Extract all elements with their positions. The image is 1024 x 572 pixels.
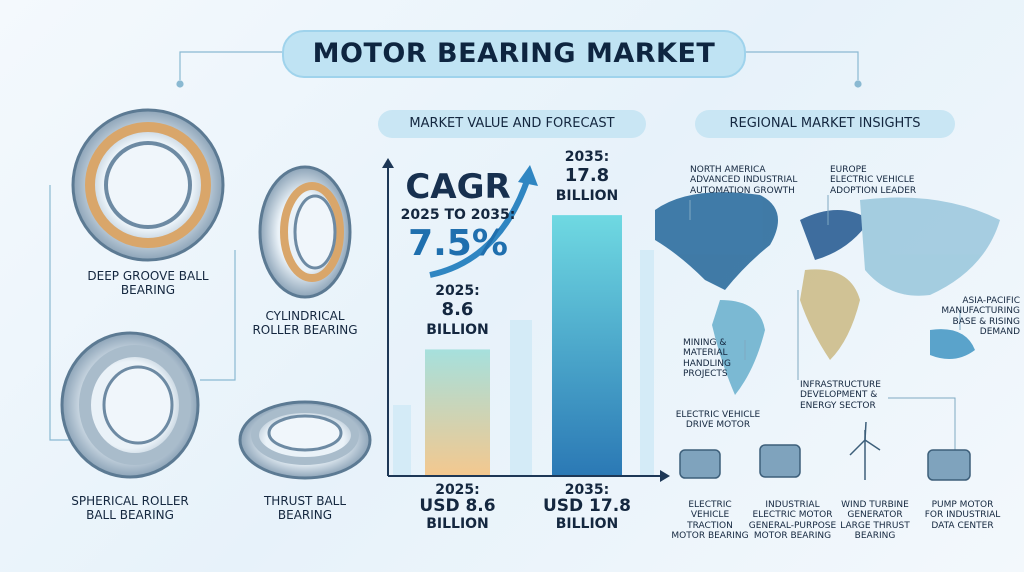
bar [552, 215, 622, 475]
app-note: GENERAL-PURPOSE MOTOR BEARING [748, 520, 837, 542]
region-note: DEVELOPMENT & ENERGY SECTOR [800, 390, 878, 411]
application: PUMP MOTOR FOR INDUSTRIAL DATA CENTER [920, 500, 1005, 531]
region-label: NORTH AMERICA ADVANCED INDUSTRIAL AUTOMAT… [690, 165, 820, 196]
bar-value: 17.8 [564, 165, 610, 187]
connectors [49, 51, 862, 441]
cagr-label: CAGR [405, 167, 511, 207]
region-name: NORTH AMERICA [690, 165, 766, 175]
region-name: ASIA-PACIFIC [962, 296, 1020, 306]
region-name: ELECTRIC VEHICLE [675, 410, 761, 420]
app-icons [679, 421, 971, 481]
section-heading: REGIONAL MARKET INSIGHTS [695, 110, 955, 138]
bar-unit: BILLION [426, 322, 489, 339]
app-name: INDUSTRIAL ELECTRIC MOTOR [752, 500, 833, 521]
region-label: ELECTRIC VEHICLE DRIVE MOTOR [668, 410, 768, 431]
application: WIND TURBINE GENERATOR LARGE THRUST BEARI… [835, 500, 915, 541]
bar [425, 349, 490, 475]
world-map [655, 192, 1000, 395]
footer-unit: BILLION [426, 516, 489, 532]
region-name: MINING & MATERIAL [683, 338, 728, 359]
app-note: FOR INDUSTRIAL DATA CENTER [924, 510, 1001, 531]
region-note: MANUFACTURING BASE & RISING DEMAND [941, 306, 1020, 338]
map-leaders [689, 195, 961, 470]
region-note: ELECTRIC VEHICLE ADOPTION LEADER [830, 175, 917, 196]
region-name: INFRASTRUCTURE [800, 380, 881, 390]
cagr-period: 2025 TO 2035: [400, 207, 516, 223]
footer-unit: BILLION [555, 516, 619, 532]
bearing-thrust [238, 400, 372, 480]
region-note: DRIVE MOTOR [685, 420, 751, 431]
bearing-label: CYLINDRICAL ROLLER BEARING [252, 309, 358, 337]
bearing-label: SPHERICAL ROLLER BALL BEARING [71, 494, 189, 522]
footer-year: 2035: [564, 482, 610, 498]
region-label: ASIA-PACIFIC MANUFACTURING BASE & RISING … [925, 296, 1020, 337]
region-name: EUROPE [830, 165, 867, 175]
bar-year: 2035: [564, 149, 610, 166]
bearing-label: THRUST BALL BEARING [263, 494, 347, 522]
app-note: LARGE THRUST BEARING [840, 520, 910, 542]
chart-decor [382, 158, 670, 482]
application: ELECTRIC VEHICLE TRACTION MOTOR BEARING [670, 500, 750, 541]
title: MOTOR BEARING MARKET [282, 30, 746, 78]
cagr-value: 7.5% [408, 223, 508, 264]
bar-value: 8.6 [441, 299, 474, 321]
bearing-label: DEEP GROOVE BALL BEARING [87, 269, 209, 297]
application: INDUSTRIAL ELECTRIC MOTOR GENERAL-PURPOSE… [745, 500, 840, 541]
bar-unit: BILLION [555, 188, 619, 205]
region-label: EUROPE ELECTRIC VEHICLE ADOPTION LEADER [830, 165, 950, 196]
footer-year: 2025: [435, 482, 480, 498]
bearing-cylindrical [258, 165, 352, 299]
app-name: PUMP MOTOR [931, 500, 994, 510]
section-heading: MARKET VALUE AND FORECAST [378, 110, 646, 138]
footer-value: USD 8.6 [419, 496, 496, 516]
app-name: ELECTRIC VEHICLE [688, 500, 732, 521]
region-label: INFRASTRUCTURE DEVELOPMENT & ENERGY SECTO… [800, 380, 900, 411]
app-name: WIND TURBINE GENERATOR [841, 500, 909, 521]
region-label: MINING & MATERIAL HANDLING PROJECTS [683, 338, 763, 379]
app-note: TRACTION MOTOR BEARING [671, 520, 749, 542]
bearing-spherical [60, 331, 200, 479]
region-note: ADVANCED INDUSTRIAL AUTOMATION GROWTH [690, 175, 798, 196]
bar-year: 2025: [435, 283, 480, 300]
bearing-deep-groove [71, 108, 225, 262]
footer-value: USD 17.8 [542, 496, 632, 516]
region-note: HANDLING PROJECTS [683, 358, 731, 380]
